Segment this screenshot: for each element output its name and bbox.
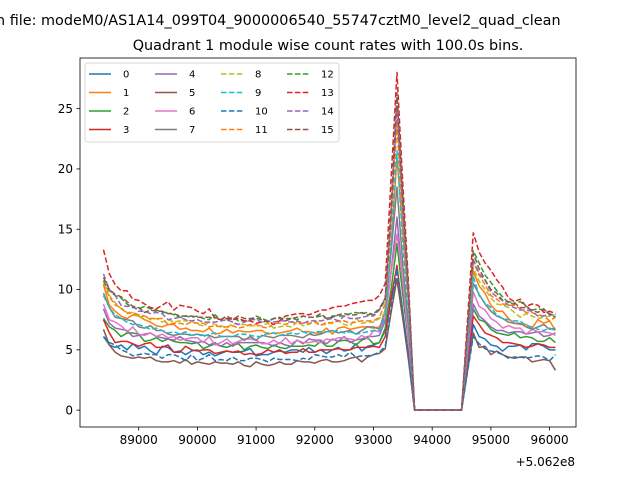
series-line-4 [102, 216, 556, 411]
legend-label-11: 11 [255, 125, 268, 136]
x-tick-label: 95000 [472, 433, 510, 447]
legend-label-8: 8 [255, 70, 261, 81]
legend-label-6: 6 [189, 107, 195, 118]
x-tick-label: 90000 [178, 433, 216, 447]
x-tick-label: 92000 [296, 433, 334, 447]
series-line-11 [102, 123, 556, 411]
series-line-15 [102, 92, 556, 411]
series-layer [102, 71, 557, 411]
x-axis-offset-label: +5.062e8 [516, 455, 575, 469]
legend-label-0: 0 [123, 70, 129, 81]
legend-label-2: 2 [123, 107, 129, 118]
legend-label-5: 5 [189, 88, 195, 99]
legend-label-1: 1 [123, 88, 129, 99]
y-tick-label: 10 [58, 283, 73, 297]
legend-label-9: 9 [255, 88, 261, 99]
chart-title: Quadrant 1 module wise count rates with … [133, 38, 524, 54]
legend-label-14: 14 [321, 107, 334, 118]
series-line-5 [102, 277, 557, 411]
legend-label-12: 12 [321, 70, 334, 81]
y-tick-label: 5 [65, 343, 73, 357]
legend-label-10: 10 [255, 107, 268, 118]
x-tick-label: 93000 [354, 433, 392, 447]
series-line-14 [102, 105, 556, 411]
legend-label-3: 3 [123, 125, 129, 136]
legend-label-4: 4 [189, 70, 195, 81]
x-tick-label: 89000 [120, 433, 158, 447]
series-line-13 [102, 71, 556, 411]
legend-label-15: 15 [321, 125, 334, 136]
series-line-6 [102, 233, 556, 411]
legend-label-7: 7 [189, 125, 195, 136]
plot-frame [79, 57, 577, 428]
series-line-10 [102, 268, 556, 411]
x-tick-label: 96000 [530, 433, 568, 447]
x-tick-label: 94000 [413, 433, 451, 447]
y-axis: 0 5 10 15 20 25 [58, 102, 80, 417]
y-tick-label: 0 [65, 403, 73, 417]
series-line-3 [102, 264, 556, 411]
x-tick-label: 91000 [237, 433, 275, 447]
y-tick-label: 20 [58, 162, 73, 176]
legend-box [84, 62, 340, 143]
legend-label-13: 13 [321, 88, 334, 99]
x-axis: 89000 90000 91000 92000 93000 94000 95000 96000 [120, 427, 569, 447]
series-line-2 [102, 242, 556, 411]
y-tick-label: 25 [58, 102, 73, 116]
y-tick-label: 15 [58, 222, 73, 236]
figure-suptitle: n file: modeM0/AS1A14_099T04_9000006540_… [0, 13, 561, 29]
series-line-9 [102, 150, 556, 411]
series-line-0 [102, 279, 556, 411]
